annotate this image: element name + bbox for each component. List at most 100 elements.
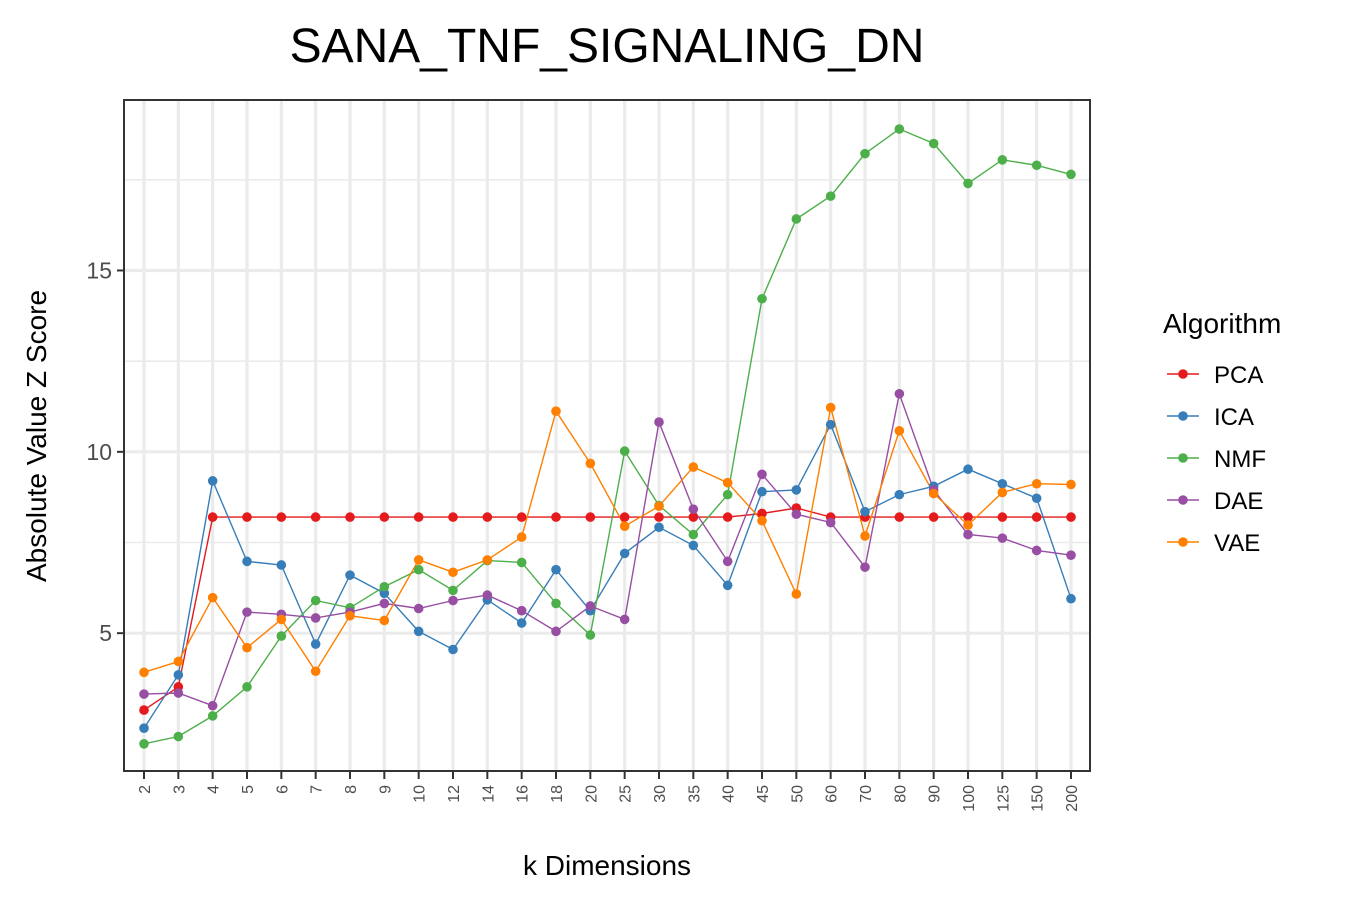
legend: Algorithm PCA ICA NMF DAE VAE: [1163, 308, 1281, 557]
legend-key-point: [1178, 369, 1188, 379]
data-point-nmf: [379, 581, 390, 592]
data-point-pca: [928, 512, 939, 522]
x-tick-label: 35: [686, 785, 703, 803]
data-point-nmf: [173, 731, 184, 742]
data-point-pca: [963, 512, 973, 522]
data-point-ica: [757, 486, 767, 497]
legend-title: Algorithm: [1163, 308, 1281, 339]
data-point-dae: [997, 533, 1008, 543]
legend-key-point: [1178, 495, 1188, 505]
x-tick-label: 50: [789, 785, 806, 803]
data-point-vae: [825, 402, 836, 413]
data-point-nmf: [997, 155, 1008, 165]
data-point-nmf: [310, 595, 321, 606]
data-point-ica: [619, 548, 630, 559]
data-point-pca: [310, 512, 321, 522]
data-point-nmf: [207, 711, 218, 721]
data-point-pca: [1066, 512, 1076, 522]
data-point-vae: [619, 521, 630, 531]
data-point-ica: [894, 489, 905, 500]
x-tick-label: 40: [721, 785, 738, 803]
data-point-pca: [379, 512, 390, 522]
data-point-dae: [551, 626, 561, 637]
data-point-ica: [139, 723, 149, 734]
legend-key-point: [1178, 411, 1188, 421]
data-point-nmf: [757, 293, 767, 304]
data-point-dae: [757, 469, 767, 480]
data-point-ica: [276, 560, 287, 570]
x-tick-label: 3: [171, 785, 188, 794]
data-point-ica: [688, 540, 699, 551]
data-point-vae: [482, 555, 493, 565]
data-point-vae: [791, 589, 802, 599]
data-point-dae: [242, 607, 252, 617]
data-point-vae: [963, 520, 973, 530]
data-point-dae: [825, 517, 836, 528]
data-point-pca: [894, 512, 905, 522]
data-point-nmf: [585, 630, 596, 640]
data-point-dae: [448, 595, 458, 606]
chart-title: SANA_TNF_SIGNALING_DN: [290, 20, 925, 73]
data-point-vae: [688, 462, 699, 472]
data-point-nmf: [276, 631, 287, 641]
data-point-dae: [894, 388, 905, 399]
x-tick-label: 6: [274, 785, 291, 794]
data-point-ica: [963, 464, 973, 475]
data-point-ica: [242, 556, 252, 567]
y-tick-label: 5: [99, 620, 112, 646]
x-tick-label: 4: [206, 785, 223, 794]
data-point-vae: [928, 488, 939, 499]
series-line-pca: [143, 507, 1071, 711]
x-tick-label: 12: [446, 785, 463, 803]
x-tick-label: 100: [961, 785, 978, 812]
data-point-pca: [688, 512, 699, 522]
legend-key-point: [1178, 537, 1188, 547]
data-point-dae: [791, 509, 802, 520]
y-tick-label: 15: [86, 257, 112, 283]
data-point-ica: [413, 626, 424, 637]
data-point-vae: [173, 656, 184, 667]
data-point-dae: [1066, 550, 1076, 560]
data-point-dae: [516, 605, 527, 616]
data-point-pca: [619, 512, 630, 522]
data-point-nmf: [242, 682, 252, 692]
data-point-pca: [482, 512, 493, 522]
data-point-dae: [585, 601, 596, 611]
data-point-nmf: [791, 214, 802, 224]
data-point-pca: [585, 512, 596, 522]
data-point-pca: [242, 512, 252, 522]
data-point-ica: [1066, 593, 1076, 604]
data-point-nmf: [551, 598, 561, 609]
data-point-dae: [173, 688, 184, 698]
data-point-vae: [413, 555, 424, 565]
series-line-vae: [143, 407, 1072, 673]
data-point-dae: [310, 613, 321, 623]
data-point-pca: [757, 508, 767, 519]
data-point-vae: [722, 477, 733, 488]
data-point-nmf: [894, 124, 905, 134]
data-point-dae: [619, 614, 630, 625]
data-point-nmf: [619, 446, 630, 456]
data-point-nmf: [413, 564, 424, 575]
data-point-pca: [722, 512, 733, 522]
legend-key-point: [1178, 453, 1188, 463]
data-point-vae: [242, 642, 252, 653]
data-point-vae: [448, 567, 458, 578]
data-point-ica: [173, 670, 184, 680]
x-tick-label: 45: [755, 785, 772, 803]
data-point-dae: [482, 590, 493, 600]
data-point-vae: [345, 610, 355, 621]
data-point-nmf: [860, 148, 870, 159]
data-point-dae: [139, 689, 149, 699]
data-point-pca: [551, 512, 561, 522]
data-point-vae: [207, 592, 218, 603]
data-point-ica: [997, 478, 1008, 489]
x-tick-label: 80: [892, 785, 909, 803]
data-point-nmf: [516, 557, 527, 568]
y-axis-title: Absolute Value Z Score: [21, 290, 52, 582]
x-axis-title: k Dimensions: [523, 850, 691, 881]
data-point-nmf: [722, 489, 733, 500]
data-point-vae: [860, 531, 870, 541]
x-tick-label: 70: [858, 785, 875, 803]
data-point-dae: [722, 556, 733, 567]
